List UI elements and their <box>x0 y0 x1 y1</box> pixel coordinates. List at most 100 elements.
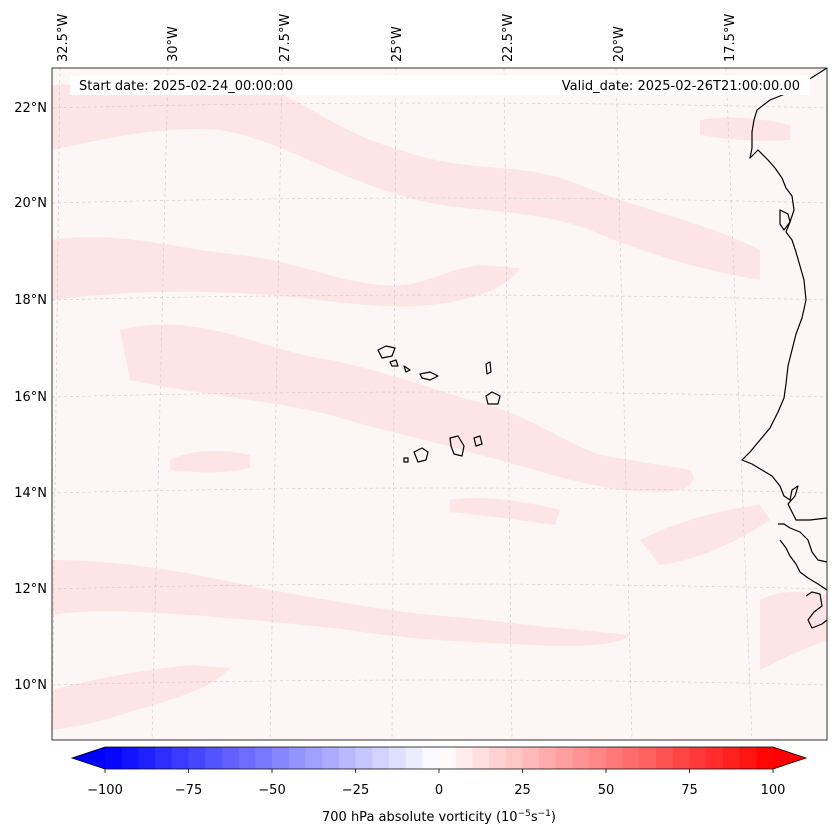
colorbar-segment <box>338 747 357 769</box>
colorbar-segment <box>439 747 457 769</box>
lon-label: 17.5°W <box>723 14 738 62</box>
colorbar-ticks: −100 −75 −50 −25 0 25 50 75 100 <box>87 769 785 798</box>
meridian-32-5w <box>51 67 61 741</box>
island-coastline <box>377 345 396 359</box>
colorbar-segment <box>121 747 139 769</box>
start-date-label: Start date: 2025-02-24_00:00:00 <box>79 79 293 94</box>
colorbar-tick-label: −100 <box>87 783 123 798</box>
lat-label: 22°N <box>14 101 47 116</box>
colorbar-segment <box>706 747 724 769</box>
colorbar-segment <box>555 747 574 769</box>
island-coastline <box>419 371 439 381</box>
colorbar-segment <box>422 747 440 769</box>
island-coastline <box>449 435 465 457</box>
colorbar-segment <box>372 747 390 769</box>
graticule <box>51 67 828 741</box>
lon-label: 30°W <box>166 26 181 62</box>
colorbar-segment <box>622 747 640 769</box>
lat-label: 20°N <box>14 196 47 211</box>
parallel-16n <box>51 391 828 398</box>
valid-date-label: Valid_date: 2025-02-26T21:00:00.00 <box>562 79 800 94</box>
colorbar-segment <box>656 747 674 769</box>
colorbar-segment <box>188 747 206 769</box>
colorbar-segment <box>572 747 590 769</box>
meridian-27-5w <box>269 67 283 741</box>
lon-label: 22.5°W <box>501 14 516 62</box>
lon-label: 27.5°W <box>278 14 293 62</box>
colorbar-tick-label: −50 <box>258 783 285 798</box>
colorbar-tick-label: 50 <box>598 783 615 798</box>
colorbar-segment <box>355 747 373 769</box>
colorbar-label-mid: s <box>531 810 538 825</box>
lon-label: 20°W <box>612 26 627 62</box>
colorbar-segment <box>272 747 290 769</box>
colorbar-segment <box>489 747 507 769</box>
colorbar-extend-high <box>773 747 806 769</box>
colorbar-segment <box>689 747 707 769</box>
map-frame <box>51 67 828 741</box>
meridian-17-5w <box>725 67 753 741</box>
island-coastline <box>389 359 399 367</box>
colorbar-label-end: ) <box>551 810 556 825</box>
lat-label: 12°N <box>14 582 47 597</box>
colorbar-segment <box>739 747 757 769</box>
colorbar-segment <box>472 747 490 769</box>
colorbar-segment <box>539 747 557 769</box>
colorbar-segment <box>672 747 691 769</box>
colorbar-segment <box>305 747 323 769</box>
map-panel: Start date: 2025-02-24_00:00:00 Valid_da… <box>51 67 828 741</box>
parallel-14n <box>51 487 828 494</box>
colorbar: −100 −75 −50 −25 0 25 50 75 100 700 hPa absolute… <box>70 746 808 825</box>
vorticity-band <box>120 324 694 493</box>
colorbar-segment <box>288 747 306 769</box>
island-coastline <box>473 435 483 447</box>
colorbar-tick-label: 75 <box>681 783 698 798</box>
parallel-22n <box>51 102 828 109</box>
colorbar-tick-label: 25 <box>514 783 531 798</box>
lat-label: 18°N <box>14 293 47 308</box>
island-coastline <box>403 365 411 373</box>
colorbar-extend-low <box>72 747 105 769</box>
colorbar-tick-label: 100 <box>761 783 786 798</box>
longitude-labels: 32.5°W 30°W 27.5°W 25°W 22.5°W 20°W 17.5… <box>56 14 738 62</box>
lat-label: 10°N <box>14 678 47 693</box>
africa-coastline <box>741 67 828 521</box>
colorbar-label-main: 700 hPa absolute vorticity (10 <box>322 810 518 825</box>
colorbar-tick-label: −75 <box>175 783 202 798</box>
vorticity-band <box>760 591 827 670</box>
colorbar-segment <box>756 747 774 769</box>
parallel-12n <box>51 583 828 590</box>
colorbar-segment <box>405 747 423 769</box>
colorbar-segment <box>388 747 407 769</box>
colorbar-label-exp1: −5 <box>518 809 531 819</box>
colorbar-segment <box>155 747 173 769</box>
meridian-30w <box>151 67 169 741</box>
vorticity-band <box>52 665 230 730</box>
coastlines <box>377 67 828 629</box>
colorbar-segment <box>722 747 741 769</box>
vorticity-fill-bands <box>52 78 827 730</box>
vorticity-band <box>52 560 630 647</box>
island-coastline <box>485 391 501 405</box>
lat-label: 14°N <box>14 486 47 501</box>
colorbar-label-exp2: −1 <box>538 809 551 819</box>
colorbar-segment <box>171 747 190 769</box>
colorbar-segment <box>606 747 624 769</box>
meridian-20w <box>615 67 633 741</box>
colorbar-segment <box>238 747 256 769</box>
vorticity-band <box>52 78 760 280</box>
colorbar-segment <box>105 747 123 769</box>
island-coastline <box>403 457 409 463</box>
colorbar-segment <box>522 747 540 769</box>
colorbar-tick-label: 0 <box>435 783 443 798</box>
parallel-18n <box>51 294 828 301</box>
colorbar-segments <box>72 747 806 769</box>
colorbar-segment <box>255 747 273 769</box>
parallel-20n <box>51 197 828 204</box>
colorbar-segment <box>589 747 607 769</box>
vorticity-band <box>700 117 790 141</box>
colorbar-segment <box>205 747 223 769</box>
meridian-22-5w <box>503 67 513 741</box>
colorbar-segment <box>505 747 524 769</box>
